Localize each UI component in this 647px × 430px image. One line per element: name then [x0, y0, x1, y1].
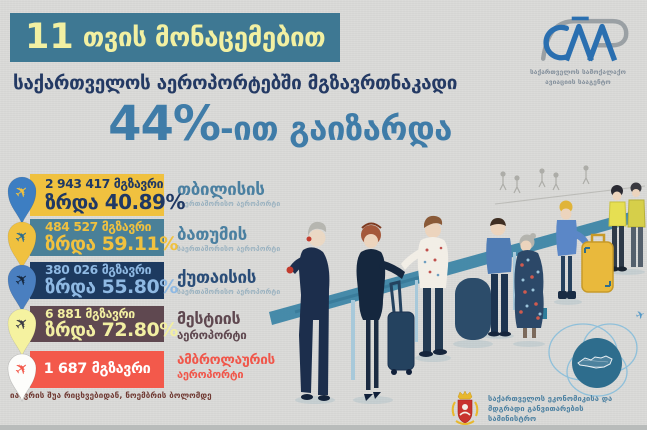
headline-rest: -ით გაიზარდა: [219, 109, 452, 148]
header-banner: 11 თვის მონაცემებით: [10, 13, 341, 62]
sketch-figures: [499, 165, 590, 194]
airport-label: ბათუმის საერთაშორისო აეროპორტი: [177, 226, 280, 253]
stat-box: 380 026 მგზავრი ზრდა 55.80%: [30, 262, 178, 299]
ministry-text: საქართველოს ეკონომიკისა და მდგრადი განვი…: [488, 394, 613, 424]
growth-value: ზრდა 59.11%: [45, 232, 178, 255]
duffel-bag: [455, 278, 491, 340]
georgia-map-medallion: ✈: [548, 308, 647, 397]
airport-name: ამბროლაურის: [177, 352, 275, 368]
stat-row-kutaisi: ✈ 380 026 მგზავრი ზრდა 55.80% ქუთაისის ს…: [0, 262, 300, 318]
gcaa-logo-block: საქართველოს სამოქალაქო ავიაციის სააგენტო: [515, 14, 641, 88]
passenger-count: 6 881 მგზავრი: [45, 306, 135, 321]
subtitle: საქართველოს აეროპორტებში მგზავრთნაკადი: [13, 72, 458, 94]
stat-box: 1 687 მგზავრი: [30, 351, 164, 388]
bottom-edge: [0, 425, 647, 430]
passenger-count: 380 026 მგზავრი: [45, 263, 152, 278]
stat-row-ambrolauri: ✈ 1 687 მგზავრი ამბროლაურის აეროპორტი: [0, 351, 300, 407]
airport-subtitle: საერთაშორისო აეროპორტი: [177, 244, 281, 253]
floral-dress-woman: [514, 233, 544, 338]
airport-subtitle: საერთაშორისო აეროპორტი: [177, 287, 281, 296]
airport-subtitle: აეროპორტი: [177, 367, 244, 381]
gcaa-caption: საქართველოს სამოქალაქო ავიაციის სააგენტო: [530, 68, 626, 86]
period-footnote: იანვრის შუა რიცხვებიდან, ნოემბრის ბოლომდ…: [10, 391, 212, 400]
airport-label: თბილისის საერთაშორისო აეროპორტი: [177, 181, 280, 208]
airport-name: მესტიის: [177, 309, 241, 328]
blue-shirt-man: [486, 218, 512, 337]
waving-man: [286, 221, 330, 401]
gcaa-logo-icon: [540, 16, 629, 62]
stat-box: 6 881 მგზავრი ზრდა 72.80%: [30, 306, 178, 342]
map-pin-plane-icon: ✈: [7, 264, 37, 313]
map-pin-plane-icon: ✈: [7, 176, 37, 225]
stat-box: 484 527 მგზავრი ზრდა 59.11%: [30, 219, 178, 256]
white-shirt-man: [401, 215, 449, 357]
airport-subtitle: აეროპორტი: [177, 327, 247, 342]
map-pin-plane-icon: ✈: [7, 308, 37, 357]
airport-name: ქუთაისის: [177, 268, 257, 288]
headline: 44%-ით გაიზარდა: [45, 96, 515, 152]
airport-name: თბილისის: [177, 180, 265, 200]
airport-label: მესტიის აეროპორტი: [177, 310, 247, 342]
passenger-count: 484 527 მგზავრი: [45, 220, 152, 235]
uniform-woman: [356, 222, 415, 401]
map-pin-plane-icon: ✈: [7, 353, 37, 402]
passenger-count: 2 943 417 მგზავრი: [45, 177, 164, 192]
airport-label: ამბროლაურის აეროპორტი: [177, 353, 275, 381]
growth-value: ზრდა 72.80%: [45, 319, 178, 342]
growth-value: ზრდა 40.89%: [45, 189, 186, 214]
ministry-block: საქართველოს ეკონომიკისა და მდგრადი განვი…: [449, 390, 612, 426]
growth-value: ზრდა 55.80%: [45, 275, 178, 298]
banner-text: თვის მონაცემებით: [82, 22, 326, 53]
airport-name: ბათუმის: [177, 225, 247, 245]
stat-row-mestia: ✈ 6 881 მგზავრი ზრდა 72.80% მესტიის აერო…: [0, 306, 300, 362]
airport-label: ქუთაისის საერთაშორისო აეროპორტი: [177, 269, 280, 296]
headline-percent: 44%: [108, 96, 221, 152]
stat-row-batumi: ✈ 484 527 მგზავრი ზრდა 59.11% ბათუმის სა…: [0, 219, 300, 275]
airport-subtitle: საერთაშორისო აეროპორტი: [177, 199, 281, 208]
stat-box: 2 943 417 მგზავრი ზრდა 40.89%: [30, 174, 186, 216]
banner-number: 11: [25, 17, 74, 57]
map-pin-plane-icon: ✈: [7, 221, 37, 270]
worker-figures: [608, 182, 646, 272]
georgia-coat-of-arms-icon: [451, 390, 479, 425]
passenger-count: 1 687 მგზავრი: [43, 361, 151, 378]
stat-row-tbilisi: ✈ 2 943 417 მგზავრი ზრდა 40.89% თბილისის…: [0, 174, 300, 230]
small-plane-icon: ✈: [634, 308, 647, 323]
airport-queue-illustration: ✈: [269, 165, 647, 404]
traveler-yellow-suitcase: [556, 200, 614, 299]
